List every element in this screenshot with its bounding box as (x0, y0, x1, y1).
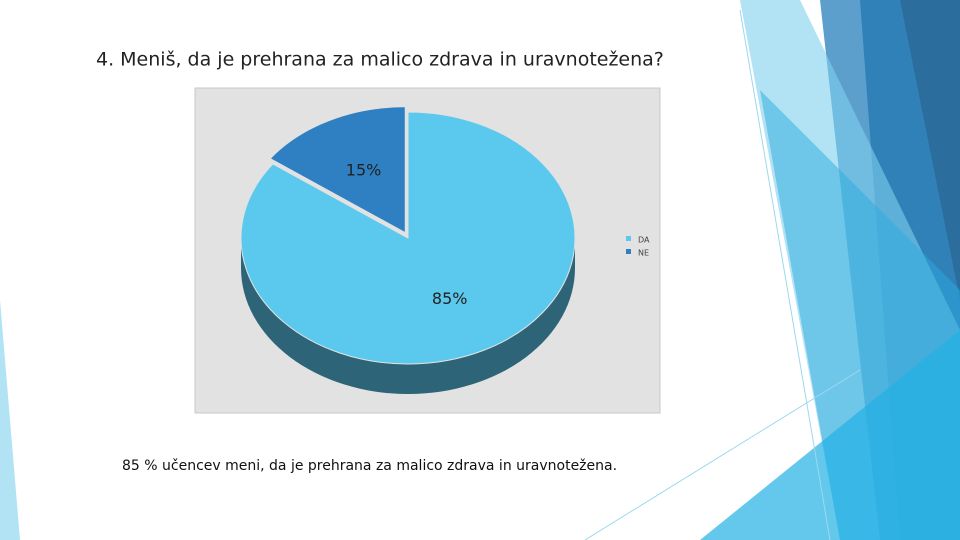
legend-label: NE (638, 249, 649, 258)
pie-slice (269, 106, 406, 234)
pie-side (241, 238, 575, 394)
caption: 85 % učencev meni, da je prehrana za mal… (122, 458, 617, 474)
legend-swatch (626, 236, 631, 241)
pie: 85% DA 15% NE (240, 106, 650, 394)
pie-slice (240, 111, 576, 365)
legend-label: DA (638, 236, 650, 245)
value-label: 15% (346, 160, 382, 179)
legend-swatch (626, 249, 631, 254)
value-label: 85% (432, 289, 468, 308)
slide-title: 4. Meniš, da je prehrana za malico zdrav… (96, 49, 664, 71)
